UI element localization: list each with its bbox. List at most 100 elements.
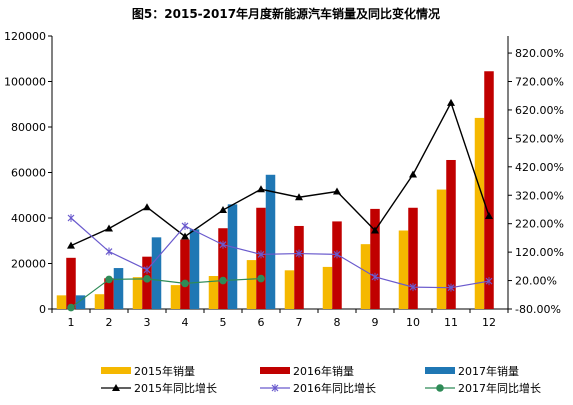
right-tick-label: 320.00% bbox=[515, 189, 564, 202]
right-tick-label: 520.00% bbox=[515, 132, 564, 145]
bar-2-2 bbox=[104, 278, 114, 309]
chart-title: 图5：2015-2017年月度新能源汽车销量及同比变化情况 bbox=[132, 6, 440, 21]
left-tick-label: 60000 bbox=[11, 167, 46, 180]
bar-1-10 bbox=[398, 230, 409, 309]
left-tick-label: 0 bbox=[39, 303, 46, 316]
bar-3-1 bbox=[75, 295, 86, 309]
bar-2-10 bbox=[408, 207, 418, 309]
bar-2-8 bbox=[332, 221, 342, 309]
point-1-11 bbox=[447, 98, 455, 106]
point-1-1 bbox=[67, 241, 75, 249]
bar-3-5 bbox=[227, 204, 238, 309]
bar-2-7 bbox=[294, 225, 304, 309]
x-tick-label: 5 bbox=[220, 316, 227, 329]
bar-2-11 bbox=[446, 159, 456, 309]
legend-label-1: 2015年销量 bbox=[134, 364, 195, 378]
point-3-1 bbox=[67, 303, 75, 312]
point-3-6 bbox=[257, 274, 265, 283]
bar-3-3 bbox=[151, 237, 162, 309]
left-tick-label: 120000 bbox=[4, 30, 46, 43]
right-tick-label: -80.00% bbox=[515, 303, 561, 316]
legend-swatch-3 bbox=[425, 367, 455, 374]
bar-3-2 bbox=[113, 268, 124, 309]
right-tick-label: 720.00% bbox=[515, 76, 564, 89]
left-tick-label: 80000 bbox=[11, 121, 46, 134]
x-tick-label: 8 bbox=[334, 316, 341, 329]
point-3-4 bbox=[181, 279, 189, 288]
legend-label-5: 2016年同比增长 bbox=[293, 381, 376, 395]
left-tick-label: 100000 bbox=[4, 76, 46, 89]
point-3-2 bbox=[105, 275, 113, 284]
point-2-9 bbox=[371, 272, 379, 281]
legend-label-2: 2016年销量 bbox=[293, 364, 354, 378]
x-tick-label: 10 bbox=[406, 316, 420, 329]
bar-2-12 bbox=[484, 71, 494, 309]
point-3-3 bbox=[143, 275, 151, 283]
legend-marker-6 bbox=[436, 384, 444, 392]
point-2-2 bbox=[105, 247, 113, 256]
right-tick-label: 620.00% bbox=[515, 104, 564, 117]
bar-3-4 bbox=[189, 229, 200, 309]
point-1-4 bbox=[181, 232, 189, 240]
x-tick-label: 1 bbox=[68, 316, 75, 329]
point-2-11 bbox=[447, 283, 455, 292]
bar-2-4 bbox=[180, 239, 190, 309]
bar-2-5 bbox=[218, 228, 228, 309]
bar-1-4 bbox=[170, 285, 181, 309]
bar-2-9 bbox=[370, 208, 380, 309]
bar-1-6 bbox=[246, 260, 257, 309]
point-1-9 bbox=[371, 226, 379, 234]
point-1-10 bbox=[409, 170, 417, 178]
line-3 bbox=[70, 277, 262, 309]
point-1-6 bbox=[257, 185, 265, 193]
legend-swatch-1 bbox=[101, 367, 131, 374]
bar-1-3 bbox=[132, 277, 143, 309]
point-2-8 bbox=[333, 250, 341, 259]
bar-3-6 bbox=[265, 174, 276, 309]
x-tick-label: 9 bbox=[372, 316, 379, 329]
point-1-8 bbox=[333, 187, 341, 195]
plot-area: 0 20000 40000 60000 80000 100000 120000 -80.00%… bbox=[4, 30, 564, 329]
bar-1-8 bbox=[322, 266, 333, 309]
legend-swatch-2 bbox=[260, 367, 290, 374]
point-1-5 bbox=[219, 206, 227, 214]
left-tick-label: 40000 bbox=[11, 212, 46, 225]
bar-2-3 bbox=[142, 256, 152, 309]
x-tick-label: 3 bbox=[144, 316, 151, 329]
bar-1-9 bbox=[360, 244, 371, 309]
point-2-10 bbox=[409, 283, 417, 292]
bar-1-2 bbox=[94, 294, 105, 309]
bar-1-11 bbox=[436, 189, 447, 309]
x-tick-label: 4 bbox=[182, 316, 189, 329]
bar-1-1 bbox=[56, 295, 67, 309]
point-2-12 bbox=[485, 277, 493, 286]
x-tick-label: 12 bbox=[482, 316, 496, 329]
point-2-7 bbox=[295, 249, 303, 258]
point-2-4 bbox=[181, 221, 189, 230]
line-1 bbox=[70, 101, 490, 247]
x-tick-label: 7 bbox=[296, 316, 303, 329]
bar-2-1 bbox=[66, 257, 76, 309]
bar-1-7 bbox=[284, 270, 295, 309]
point-1-12 bbox=[485, 212, 493, 220]
right-tick-label: 420.00% bbox=[515, 161, 564, 174]
right-tick-label: 20.00% bbox=[515, 275, 557, 288]
point-1-7 bbox=[295, 193, 303, 201]
bar-1-12 bbox=[474, 117, 485, 310]
legend: 2015年销量 2016年销量 2017年销量 2015年同比增长 2016年同比增长 2… bbox=[101, 364, 541, 395]
right-tick-label: 220.00% bbox=[515, 218, 564, 231]
point-2-3 bbox=[143, 265, 151, 274]
left-tick-label: 20000 bbox=[11, 258, 46, 271]
point-3-5 bbox=[219, 276, 227, 285]
legend-marker-4 bbox=[112, 384, 120, 391]
point-2-5 bbox=[219, 240, 227, 249]
x-tick-label: 11 bbox=[444, 316, 458, 329]
point-2-6 bbox=[257, 250, 265, 259]
x-tick-label: 6 bbox=[258, 316, 265, 329]
x-tick-label: 2 bbox=[106, 316, 113, 329]
right-tick-label: 120.00% bbox=[515, 246, 564, 259]
legend-label-3: 2017年销量 bbox=[458, 364, 519, 378]
legend-marker-5 bbox=[271, 384, 279, 392]
line-2 bbox=[70, 217, 490, 289]
legend-label-6: 2017年同比增长 bbox=[458, 381, 541, 395]
